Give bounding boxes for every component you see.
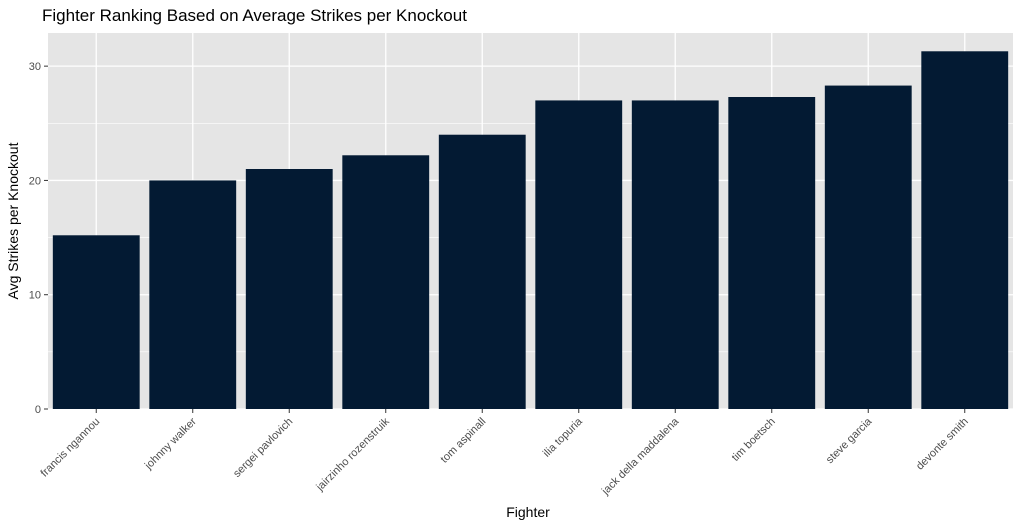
bar (921, 51, 1009, 410)
x-tick-label: steve garcia (824, 415, 875, 466)
x-tick-label: jairzinho rozenstruik (314, 415, 393, 494)
bars (52, 51, 1009, 410)
x-tick-label: johnny walker (142, 415, 199, 472)
bar (149, 180, 237, 409)
bar (728, 97, 816, 409)
bar (342, 155, 430, 409)
x-tick-label: tom aspinall (438, 416, 488, 466)
x-tick-label: sergei pavlovich (231, 416, 295, 480)
bar (52, 235, 140, 409)
bar (245, 169, 333, 409)
x-tick-label: francis ngannou (39, 416, 103, 480)
x-axis: francis ngannou johnny walker sergei pavlo… (39, 409, 971, 498)
bar (824, 85, 912, 410)
bar (438, 134, 526, 409)
bar (535, 100, 623, 409)
chart-title: Fighter Ranking Based on Average Strikes… (42, 6, 467, 25)
bar (631, 100, 719, 409)
y-axis-title: Avg Strikes per Knockout (5, 142, 21, 299)
x-tick-label: devonte smith (914, 416, 971, 473)
x-tick-label: jack della maddalena (599, 415, 682, 498)
y-tick-label: 30 (29, 61, 41, 73)
y-axis: 0 10 20 30 (29, 61, 48, 416)
y-tick-label: 20 (29, 175, 41, 187)
x-tick-label: ilia topuria (541, 415, 586, 460)
y-tick-label: 0 (35, 404, 41, 416)
x-axis-title: Fighter (506, 504, 550, 520)
y-tick-label: 10 (29, 290, 41, 302)
x-tick-label: tim boetsch (730, 416, 778, 464)
